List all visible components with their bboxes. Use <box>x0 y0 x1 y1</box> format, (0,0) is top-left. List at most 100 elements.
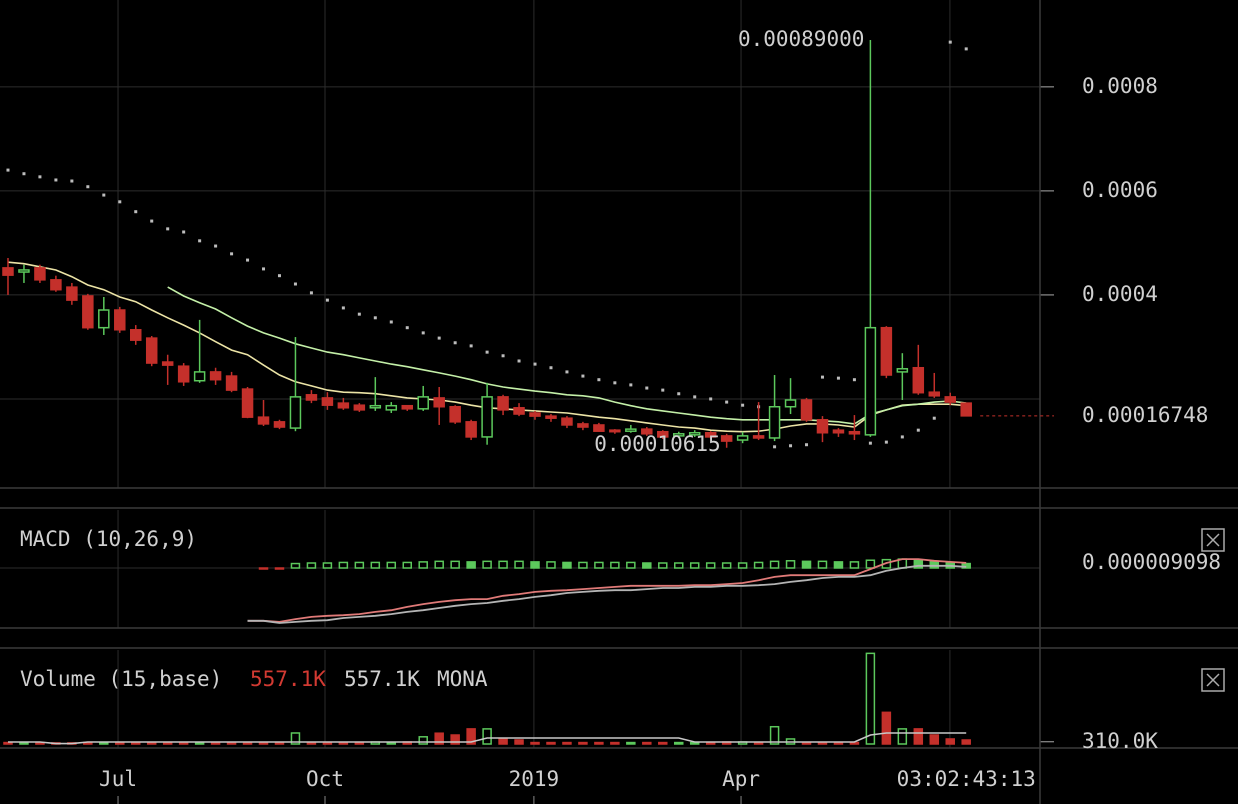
candle-body <box>257 416 270 425</box>
candle-body <box>385 404 398 411</box>
candle-body <box>98 309 110 329</box>
candle-body <box>241 388 254 418</box>
macd-histogram-bar <box>929 560 940 569</box>
macd-histogram-bar <box>785 560 796 569</box>
macd-histogram-bar <box>530 561 540 569</box>
close-macd-button[interactable] <box>1201 528 1225 552</box>
sar-dot <box>948 40 952 44</box>
volume-bar <box>945 738 955 745</box>
close-icon[interactable] <box>1206 533 1220 547</box>
candle-body <box>433 397 445 408</box>
last-price-label: 0.00016748 <box>1082 403 1208 427</box>
sar-dot <box>293 282 297 286</box>
candle-body <box>114 309 126 331</box>
candle-body <box>768 406 781 439</box>
macd-histogram-bar <box>737 562 748 569</box>
volume-bar <box>578 741 588 745</box>
sar-dot <box>565 370 569 374</box>
sar-dot <box>645 386 649 390</box>
macd-histogram-bar <box>482 560 492 569</box>
sar-dot <box>820 375 824 379</box>
macd-histogram-bar <box>865 559 876 569</box>
sar-dot <box>501 354 505 358</box>
sar-dot <box>725 400 729 404</box>
candle-body <box>593 424 605 432</box>
macd-histogram-bar <box>833 561 844 569</box>
sar-dot <box>405 326 409 330</box>
close-box[interactable] <box>1201 528 1225 552</box>
macd-value-label: 0.000009098 <box>1082 550 1221 574</box>
volume-unit: MONA <box>437 667 488 691</box>
macd-histogram-bar <box>306 562 317 569</box>
sar-dot <box>741 403 745 407</box>
macd-histogram-bar <box>434 560 444 569</box>
macd-histogram-bar <box>642 562 652 569</box>
sar-dot <box>884 440 888 444</box>
candle-body <box>848 430 861 435</box>
x-tick-label: Jul <box>99 767 137 791</box>
candle-body <box>50 279 62 291</box>
macd-histogram-bar <box>402 561 412 569</box>
sar-dot <box>118 200 122 204</box>
sar-dot <box>533 362 537 366</box>
sar-dot <box>868 441 872 445</box>
close-icon[interactable] <box>1206 673 1220 687</box>
volume-bar <box>450 734 460 745</box>
volume-bar <box>865 652 876 745</box>
macd-histogram-bar <box>721 562 732 569</box>
volume-bar <box>961 739 971 745</box>
candle-body <box>225 375 238 391</box>
candle-body <box>864 326 877 436</box>
candle-body <box>305 394 318 401</box>
close-box[interactable] <box>1201 668 1225 692</box>
macd-histogram-bar <box>370 561 381 569</box>
sar-dot <box>325 298 329 302</box>
candle-body <box>529 412 541 417</box>
x-tick-label: Apr <box>722 767 760 791</box>
macd-histogram-bar <box>418 561 428 569</box>
candle-body <box>561 417 573 426</box>
candle-body <box>449 406 461 423</box>
volume-bar <box>769 725 780 745</box>
close-volume-button[interactable] <box>1201 668 1225 692</box>
candle-body <box>720 435 733 442</box>
sar-dot <box>709 397 713 401</box>
volume-bar <box>434 732 444 745</box>
candle-body <box>577 423 589 428</box>
moving-average-line <box>167 286 967 425</box>
sar-dot <box>661 388 665 392</box>
candle-body <box>465 421 477 438</box>
candle-body <box>497 396 509 411</box>
macd-histogram-bar <box>562 561 572 569</box>
candle-body <box>289 396 302 429</box>
candle-body <box>672 433 685 437</box>
high-label: 0.00089000 <box>738 27 864 51</box>
volume-bar <box>673 741 684 745</box>
candle-body <box>545 415 557 419</box>
x-tick-label: 2019 <box>509 767 560 791</box>
volume-bar <box>913 728 924 745</box>
sar-dot <box>773 445 777 449</box>
y-tick-label: 0.0004 <box>1082 282 1158 306</box>
sar-dot <box>852 378 856 382</box>
candle-body <box>177 365 190 383</box>
macd-histogram-bar <box>801 560 812 569</box>
sar-dot <box>182 230 186 234</box>
candle-body <box>784 399 797 408</box>
volume-bar <box>897 728 908 745</box>
volume-bar <box>3 741 13 745</box>
sar-dot <box>597 378 601 382</box>
sar-dot <box>485 350 489 354</box>
candle-body <box>401 404 413 410</box>
sar-dot <box>70 179 74 183</box>
plot-layer: Jul Oct 2019 Apr 0.0004 0.0006 0.0008 310.0K 0.0… <box>2 27 1221 791</box>
sar-dot <box>214 244 218 248</box>
candle-body <box>18 269 30 273</box>
volume-bar <box>594 741 604 745</box>
macd-histogram-bar <box>817 560 828 569</box>
candle-body <box>369 404 382 409</box>
candle-body <box>960 402 972 417</box>
sar-dot <box>549 366 553 370</box>
candle-body <box>145 337 158 364</box>
